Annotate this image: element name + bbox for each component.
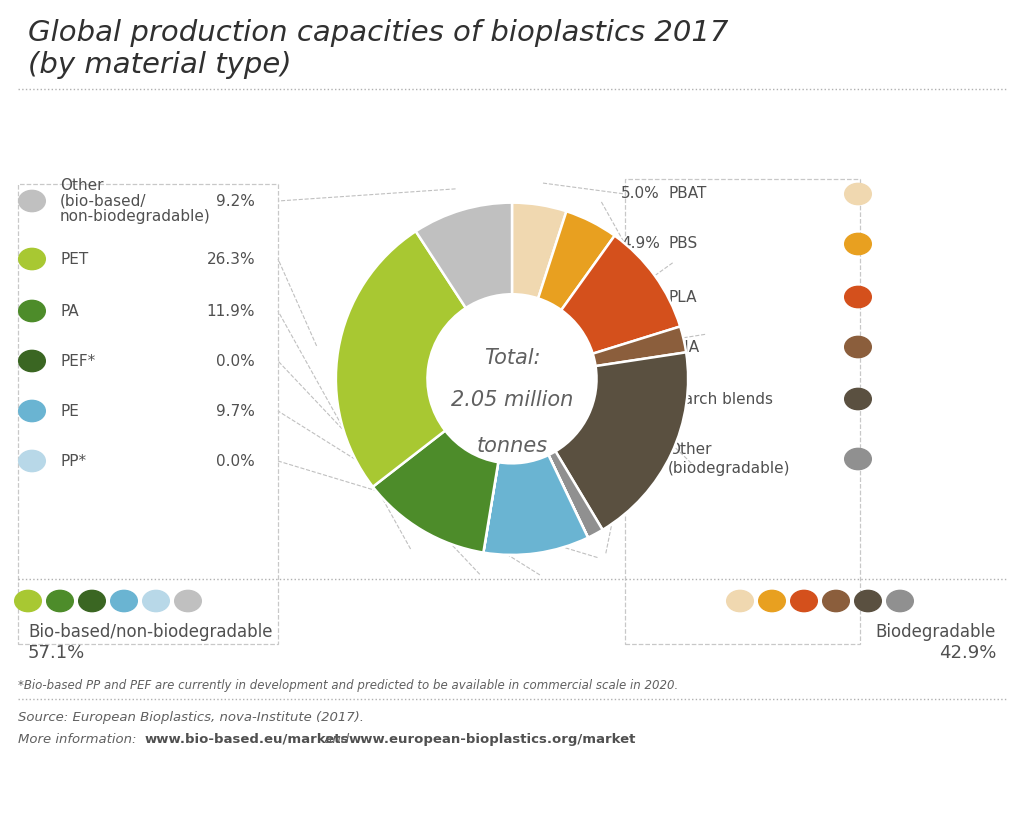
Wedge shape [373, 431, 499, 553]
Wedge shape [549, 451, 602, 538]
Text: Bio-based/non-biodegradable: Bio-based/non-biodegradable [28, 623, 272, 641]
Text: tonnes: tonnes [476, 436, 548, 455]
Text: Source: European Bioplastics, nova-Institute (2017).: Source: European Bioplastics, nova-Insti… [18, 711, 364, 724]
Text: *Bio-based PP and PEF are currently in development and predicted to be available: *Bio-based PP and PEF are currently in d… [18, 679, 678, 692]
Text: PHA: PHA [668, 340, 699, 355]
Text: 9.2%: 9.2% [216, 193, 255, 209]
Text: 1.5%: 1.5% [622, 451, 660, 467]
Text: PBAT: PBAT [668, 187, 707, 201]
Text: (biodegradable): (biodegradable) [668, 460, 791, 476]
Text: Other: Other [60, 178, 103, 192]
Text: 57.1%: 57.1% [28, 644, 85, 662]
Text: Biodegradable: Biodegradable [876, 623, 996, 641]
Text: 42.9%: 42.9% [939, 644, 996, 662]
Wedge shape [555, 352, 688, 530]
Text: Other: Other [668, 442, 712, 458]
Text: 18.8%: 18.8% [611, 391, 660, 406]
Text: Total:: Total: [483, 347, 541, 368]
Text: PP*: PP* [60, 454, 86, 468]
Text: 9.7%: 9.7% [216, 404, 255, 419]
Text: and: and [319, 733, 353, 746]
Text: 26.3%: 26.3% [207, 251, 255, 266]
Text: PET: PET [60, 251, 88, 266]
Text: Global production capacities of bioplastics 2017: Global production capacities of bioplast… [28, 19, 728, 47]
Text: www.bio-based.eu/markets: www.bio-based.eu/markets [145, 733, 349, 746]
Wedge shape [561, 236, 680, 354]
Wedge shape [483, 462, 499, 553]
Text: Starch blends: Starch blends [668, 391, 773, 406]
Wedge shape [549, 455, 588, 538]
Text: 0.0%: 0.0% [216, 354, 255, 369]
Text: PE: PE [60, 404, 79, 419]
Text: www.european-bioplastics.org/market: www.european-bioplastics.org/market [349, 733, 636, 746]
Text: More information:: More information: [18, 733, 140, 746]
Text: 2.4%: 2.4% [622, 340, 660, 355]
Text: 5.0%: 5.0% [622, 187, 660, 201]
Wedge shape [336, 231, 466, 486]
Wedge shape [593, 327, 686, 366]
Text: (bio-based/: (bio-based/ [60, 193, 146, 209]
Text: non-biodegradable): non-biodegradable) [60, 210, 211, 224]
Text: PEF*: PEF* [60, 354, 95, 369]
Text: 4.9%: 4.9% [622, 237, 660, 251]
Wedge shape [416, 202, 512, 308]
Text: 11.9%: 11.9% [207, 304, 255, 319]
Text: PLA: PLA [668, 289, 696, 305]
Text: 0.0%: 0.0% [216, 454, 255, 468]
Text: PA: PA [60, 304, 79, 319]
Wedge shape [512, 202, 566, 298]
Wedge shape [483, 455, 588, 555]
Text: PBS: PBS [668, 237, 697, 251]
Text: 10.3%: 10.3% [611, 289, 660, 305]
Text: (by material type): (by material type) [28, 51, 292, 79]
Wedge shape [539, 211, 614, 310]
Text: 2.05 million: 2.05 million [451, 390, 573, 410]
